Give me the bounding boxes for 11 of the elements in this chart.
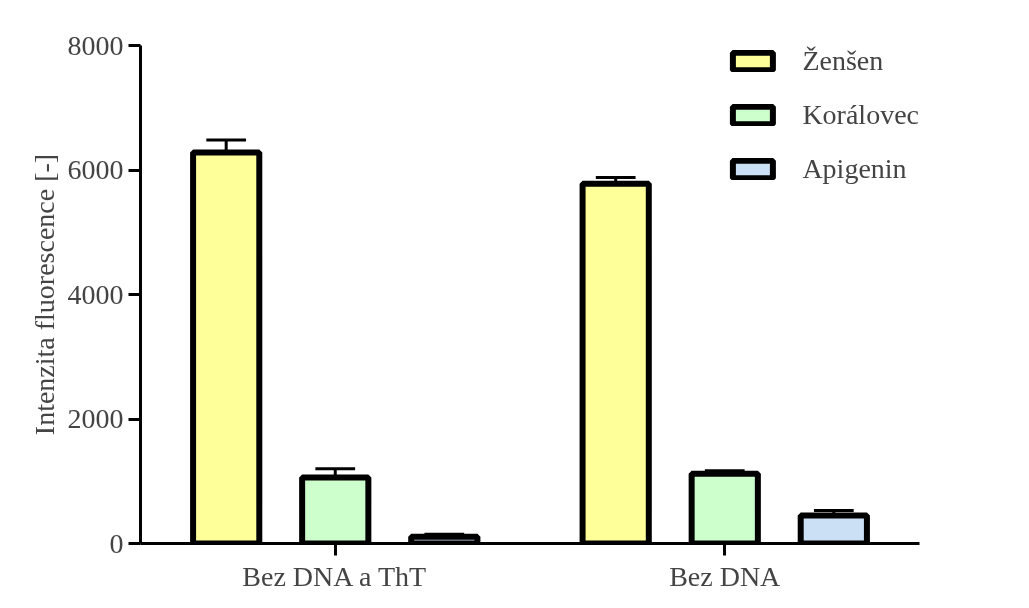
x-tick-label: Bez DNA a ThT	[242, 560, 427, 592]
y-tick-label: 2000	[67, 403, 124, 434]
y-tick-label: 6000	[67, 154, 124, 185]
y-axis-title: Intenzita fluorescence [-]	[28, 153, 60, 436]
y-tick-label: 8000	[67, 29, 124, 61]
y-tick-label: 4000	[67, 278, 124, 310]
legend-label: Ženšen	[802, 45, 884, 77]
legend-label: Korálovec	[802, 99, 919, 131]
legend-label: Apigenin	[802, 153, 907, 185]
y-tick-label: 0	[109, 527, 124, 559]
x-tick-label: Bez DNA	[669, 560, 782, 592]
